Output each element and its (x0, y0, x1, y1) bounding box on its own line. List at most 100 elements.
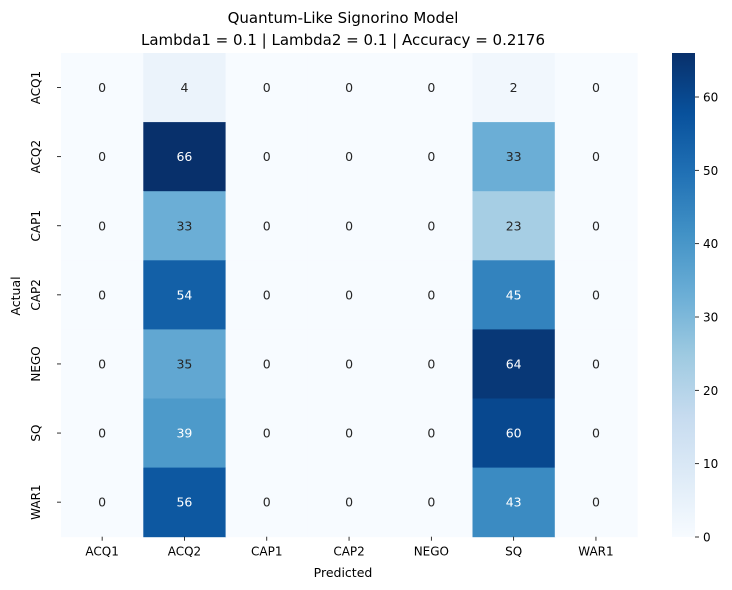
cell-value-label: 0 (345, 426, 353, 441)
heatmap-cell (554, 398, 638, 469)
cell-value-label: 0 (427, 287, 435, 302)
heatmap-cell (307, 329, 391, 399)
cell-value-label: 0 (263, 80, 271, 95)
heatmap-cell (554, 191, 638, 261)
heatmap-cell (225, 467, 309, 538)
heatmap-cell (307, 53, 391, 123)
heatmap-cell (307, 467, 391, 538)
heatmap-cell (307, 260, 391, 330)
chart-title: Quantum-Like Signorino Model (228, 9, 459, 27)
heatmap-cell (554, 260, 638, 330)
x-tick-label: WAR1 (578, 545, 613, 559)
heatmap-cell (472, 53, 556, 123)
heatmap-cell (61, 467, 144, 538)
cell-annotations: 0 4 0 0 0 2 0 0 66 0 0 0 33 0 0 33 0 0 0 23 0 0 54 0 0 0 45 0 0 35 0 0 0… (98, 80, 600, 510)
cell-value-label: 0 (345, 495, 353, 510)
heatmap-cell (143, 329, 227, 399)
cell-value-label: 43 (506, 495, 522, 510)
heatmap-cell (472, 191, 556, 261)
x-tick-label: CAP1 (251, 545, 282, 559)
y-tick-label: CAP2 (29, 279, 43, 310)
x-axis-ticks: ACQ1 ACQ2 CAP1 CAP2 NEGO SQ WAR1 (85, 536, 614, 559)
colorbar-tick-label: 40 (703, 237, 718, 251)
heatmap-cell (390, 260, 473, 330)
heatmap-cell (225, 398, 309, 469)
heatmap-cell (472, 467, 556, 538)
cell-value-label: 60 (506, 426, 522, 441)
heatmap-cell (143, 398, 227, 469)
y-tick-label: NEGO (29, 346, 43, 381)
colorbar-tick-label: 30 (703, 311, 718, 325)
cell-value-label: 66 (176, 149, 192, 164)
cell-value-label: 56 (176, 495, 192, 510)
heatmap-cell (61, 398, 144, 469)
cell-value-label: 45 (506, 287, 522, 302)
heatmap-cell (390, 122, 473, 192)
cell-value-label: 23 (506, 218, 522, 233)
cell-value-label: 0 (263, 495, 271, 510)
heatmap-cell (554, 467, 638, 538)
y-axis-label: Actual (8, 276, 23, 315)
cell-value-label: 64 (506, 356, 522, 371)
colorbar (672, 53, 695, 537)
heatmap-cell (472, 122, 556, 192)
y-tick-label: ACQ2 (29, 140, 43, 173)
heatmap-cell (61, 260, 144, 330)
cell-value-label: 0 (592, 426, 600, 441)
cell-value-label: 0 (427, 218, 435, 233)
heatmap-cell (143, 467, 227, 538)
y-tick-label: CAP1 (29, 210, 43, 241)
heatmap-cell (554, 53, 638, 123)
cell-value-label: 2 (510, 80, 518, 95)
cell-value-label: 0 (345, 287, 353, 302)
cell-value-label: 0 (263, 149, 271, 164)
heatmap-cell (61, 53, 144, 123)
cell-value-label: 0 (427, 149, 435, 164)
heatmap-cell (225, 53, 309, 123)
cell-value-label: 0 (345, 218, 353, 233)
colorbar-tick-label: 0 (703, 531, 711, 545)
heatmap-cell (143, 53, 227, 123)
heatmap-cell (390, 467, 473, 538)
x-tick-label: ACQ2 (168, 545, 201, 559)
colorbar-tick-label: 60 (703, 91, 718, 105)
heatmap-cell (225, 122, 309, 192)
heatmap-cell (61, 329, 144, 399)
colorbar-tick-label: 50 (703, 164, 718, 178)
cell-value-label: 35 (176, 356, 192, 371)
heatmap-cell (554, 329, 638, 399)
cell-value-label: 54 (176, 287, 192, 302)
cell-value-label: 0 (345, 356, 353, 371)
cell-value-label: 0 (592, 495, 600, 510)
x-tick-label: NEGO (414, 545, 449, 559)
cell-value-label: 39 (176, 426, 192, 441)
cell-value-label: 0 (263, 287, 271, 302)
cell-value-label: 0 (427, 495, 435, 510)
cell-value-label: 0 (345, 80, 353, 95)
cell-value-label: 0 (427, 80, 435, 95)
cell-value-label: 0 (263, 426, 271, 441)
cell-value-label: 0 (427, 426, 435, 441)
cell-value-label: 0 (345, 149, 353, 164)
heatmap-cell (472, 329, 556, 399)
heatmap-cell (225, 191, 309, 261)
cell-value-label: 0 (98, 356, 106, 371)
y-tick-label: ACQ1 (29, 71, 43, 104)
heatmap-cell (61, 191, 144, 261)
cell-value-label: 0 (592, 287, 600, 302)
heatmap-cell (143, 191, 227, 261)
x-axis-label: Predicted (314, 565, 373, 580)
cell-value-label: 0 (98, 218, 106, 233)
cell-value-label: 0 (592, 80, 600, 95)
cell-value-label: 0 (98, 426, 106, 441)
chart-subtitle: Lambda1 = 0.1 | Lambda2 = 0.1 | Accuracy… (141, 31, 545, 49)
heatmap-cells (61, 53, 638, 538)
y-tick-label: SQ (29, 425, 43, 442)
cell-value-label: 0 (592, 218, 600, 233)
heatmap-cell (472, 260, 556, 330)
cell-value-label: 33 (176, 218, 192, 233)
heatmap-cell (307, 122, 391, 192)
y-axis-ticks: ACQ1 ACQ2 CAP1 CAP2 NEGO SQ WAR1 (29, 71, 61, 520)
cell-value-label: 0 (427, 356, 435, 371)
heatmap-cell (472, 398, 556, 469)
